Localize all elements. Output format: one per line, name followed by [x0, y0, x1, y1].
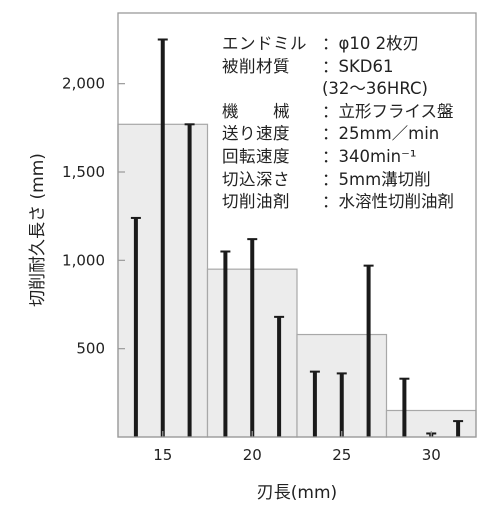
condition-separator: ： — [322, 34, 339, 53]
y-tick-label: 1,000 — [62, 251, 105, 269]
condition-separator: ： — [322, 146, 339, 166]
x-axis: 15 20 25 30 — [153, 431, 441, 464]
sample-bars — [130, 38, 464, 437]
condition-row: 切込深さ ： 5mm溝切削 — [222, 169, 454, 192]
y-axis: 500 1,000 1,500 2,000 — [62, 75, 125, 358]
condition-row: 切削油剤 ：水溶性切削油剤 — [222, 191, 454, 214]
condition-key: 機 械 — [222, 101, 290, 121]
condition-row: 送り速度 ： 25mm／min — [222, 123, 454, 146]
condition-value: 25mm／min — [338, 124, 440, 144]
condition-key: エンドミル — [222, 34, 307, 53]
condition-value: 5mm溝切削 — [338, 169, 431, 189]
condition-continuation: (32〜36HRC) — [322, 79, 428, 99]
condition-separator: ： — [322, 169, 339, 189]
y-tick-label: 500 — [76, 340, 105, 358]
condition-row: 被削材質 ： SKD61 — [222, 56, 454, 79]
condition-key: 送り速度 — [222, 124, 290, 144]
condition-row: 機 械 ：立形フライス盤 — [222, 101, 454, 124]
plot-frame — [117, 12, 477, 438]
condition-separator: ： — [322, 56, 339, 76]
condition-row: エンドミル ： φ10 2枚刃 — [222, 33, 454, 56]
x-tick-label: 20 — [243, 446, 262, 464]
condition-separator: ： — [322, 101, 339, 121]
x-tick-label: 25 — [332, 446, 351, 464]
condition-value: φ10 2枚刃 — [338, 34, 420, 53]
condition-value: SKD61 — [338, 56, 394, 76]
condition-value: 水溶性切削油剤 — [338, 192, 455, 212]
condition-separator: ： — [322, 124, 339, 144]
condition-value: 立形フライス盤 — [338, 101, 454, 121]
y-axis-title: 切削耐久長さ (mm) — [28, 153, 48, 307]
x-tick-label: 30 — [422, 446, 441, 464]
condition-key: 切込深さ — [222, 169, 290, 189]
y-tick-label: 1,500 — [62, 163, 105, 181]
conditions-legend: エンドミル： φ10 2枚刃 被削材質： SKD61 (32〜36HRC) 機 械：立形フ… — [222, 33, 454, 214]
condition-key: 回転速度 — [222, 146, 290, 166]
condition-key: 切削油剤 — [222, 192, 290, 212]
condition-value: 340min⁻¹ — [338, 146, 417, 166]
y-tick-label: 2,000 — [62, 75, 105, 93]
condition-separator: ： — [322, 192, 339, 212]
condition-key: 被削材質 — [222, 56, 290, 76]
x-axis-title: 刃長(mm) — [257, 483, 337, 503]
condition-row: 回転速度 ： 340min⁻¹ — [222, 146, 454, 169]
x-tick-label: 15 — [153, 446, 172, 464]
